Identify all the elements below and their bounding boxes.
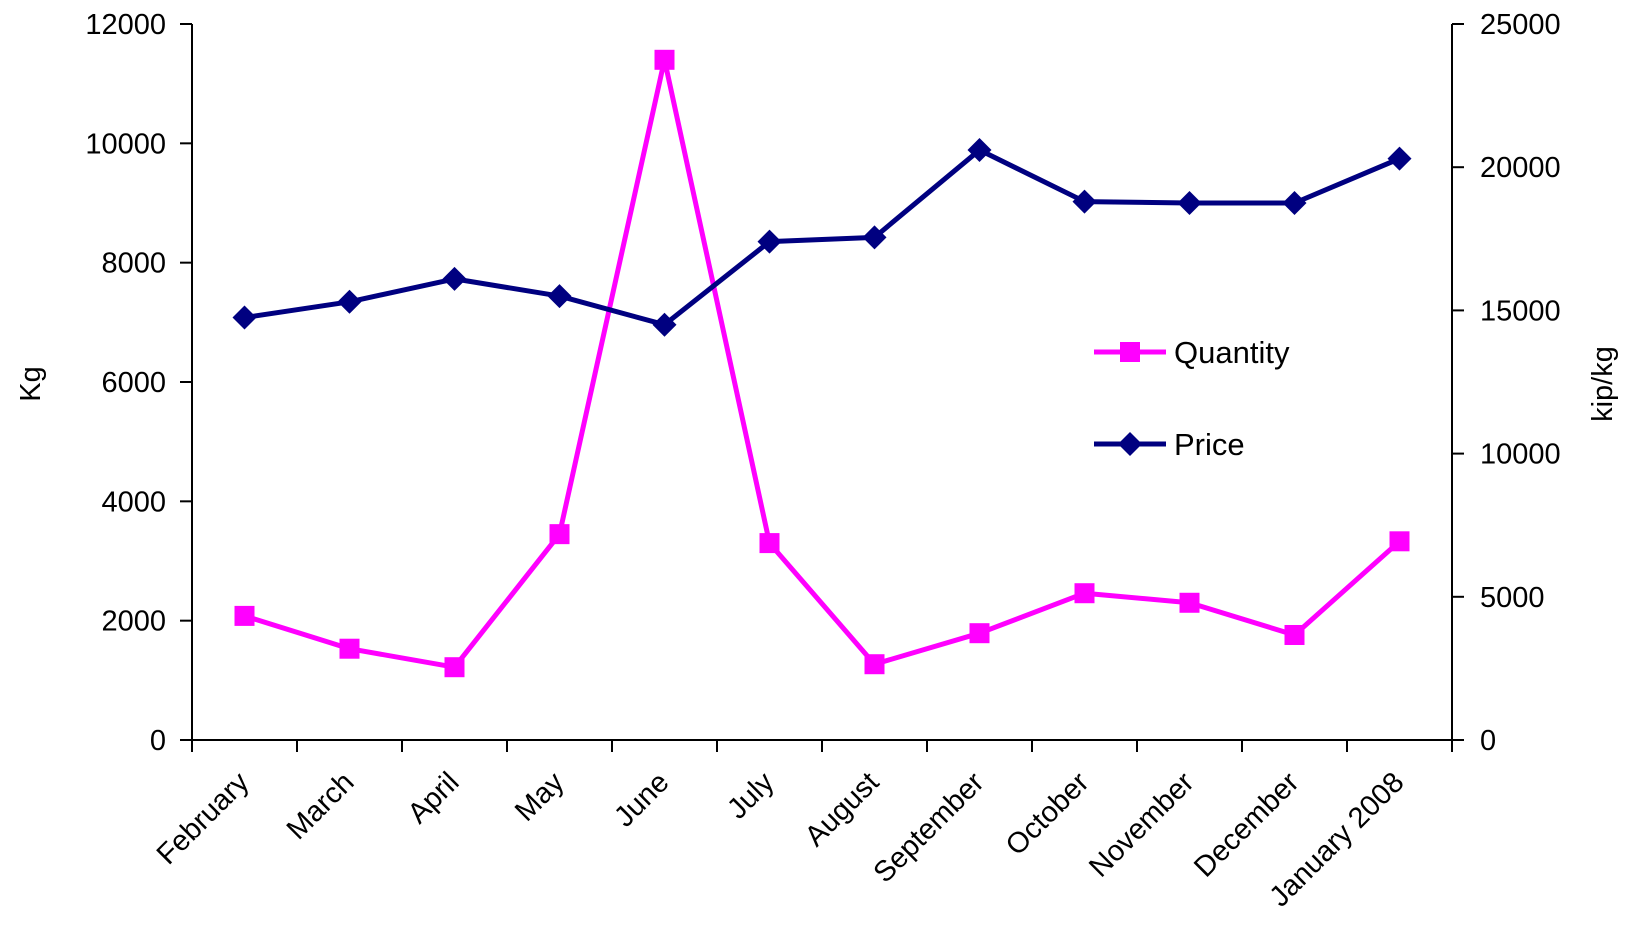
quantity-point [444, 657, 465, 678]
series-layer [232, 49, 1412, 678]
quantity-point [1074, 583, 1095, 604]
y-tick-label-left: 10000 [85, 128, 166, 160]
y-tick-label-right: 20000 [1480, 152, 1561, 184]
y-tick-label-right: 10000 [1480, 439, 1561, 471]
legend-swatch-quantity-marker [1120, 342, 1140, 362]
price-point [757, 229, 782, 254]
price-point [1072, 189, 1097, 214]
legend-label-price: Price [1174, 427, 1245, 462]
x-tick-label: August [799, 766, 885, 852]
price-point [1387, 146, 1412, 171]
y-axis-title: Kg [15, 366, 47, 401]
x-tick-label: July [721, 766, 780, 825]
quantity-point [759, 533, 780, 554]
price-point [967, 138, 992, 163]
y-tick-label-left: 6000 [101, 367, 166, 399]
y-tick-label-right: 25000 [1480, 9, 1561, 41]
price-point [547, 284, 572, 309]
quantity-point [1284, 624, 1305, 645]
price-point [652, 312, 677, 337]
legend-label-quantity: Quantity [1174, 335, 1290, 370]
x-tick-label: June [608, 766, 675, 833]
x-tick-label: November [1083, 766, 1200, 883]
axes: 0 2000 4000 6000 8000 10000 12000 0 5000 10000 150… [85, 9, 1560, 913]
y-tick-label-right: 5000 [1480, 582, 1545, 614]
x-tick-label: October [1000, 766, 1096, 862]
legend: Quantity Price [1094, 335, 1290, 462]
price-line [244, 147, 1401, 328]
y-tick-label-left: 4000 [101, 486, 166, 518]
quantity-point [339, 638, 360, 659]
quantity-point [234, 605, 255, 626]
y-tick-label-right: 15000 [1480, 295, 1561, 327]
legend-swatch-price-marker [1118, 432, 1142, 456]
quantity-point [654, 49, 675, 70]
price-point [1177, 191, 1202, 215]
quantity-line [243, 57, 1402, 670]
y2-axis-title: kip/kg [1587, 346, 1619, 422]
x-tick-label: February [151, 766, 256, 871]
quantity-point [1389, 531, 1410, 552]
y-tick-label-right: 0 [1480, 725, 1496, 757]
x-tick-label: April [402, 766, 466, 830]
price-point [337, 289, 362, 314]
price-point [1282, 191, 1307, 215]
y-tick-label-left: 8000 [101, 248, 166, 280]
x-tick-label: May [509, 766, 571, 828]
y-tick-label-left: 0 [150, 725, 166, 757]
y-tick-label-left: 12000 [85, 9, 166, 41]
price-point [442, 266, 467, 291]
quantity-point [1179, 592, 1200, 613]
quantity-point [549, 524, 570, 545]
price-point [232, 305, 257, 330]
y-tick-label-left: 2000 [101, 606, 166, 638]
price-point [862, 225, 887, 250]
x-tick-label: September [868, 766, 991, 889]
x-tick-label: March [281, 766, 361, 846]
quantity-point [969, 623, 990, 644]
quantity-point [864, 654, 885, 675]
